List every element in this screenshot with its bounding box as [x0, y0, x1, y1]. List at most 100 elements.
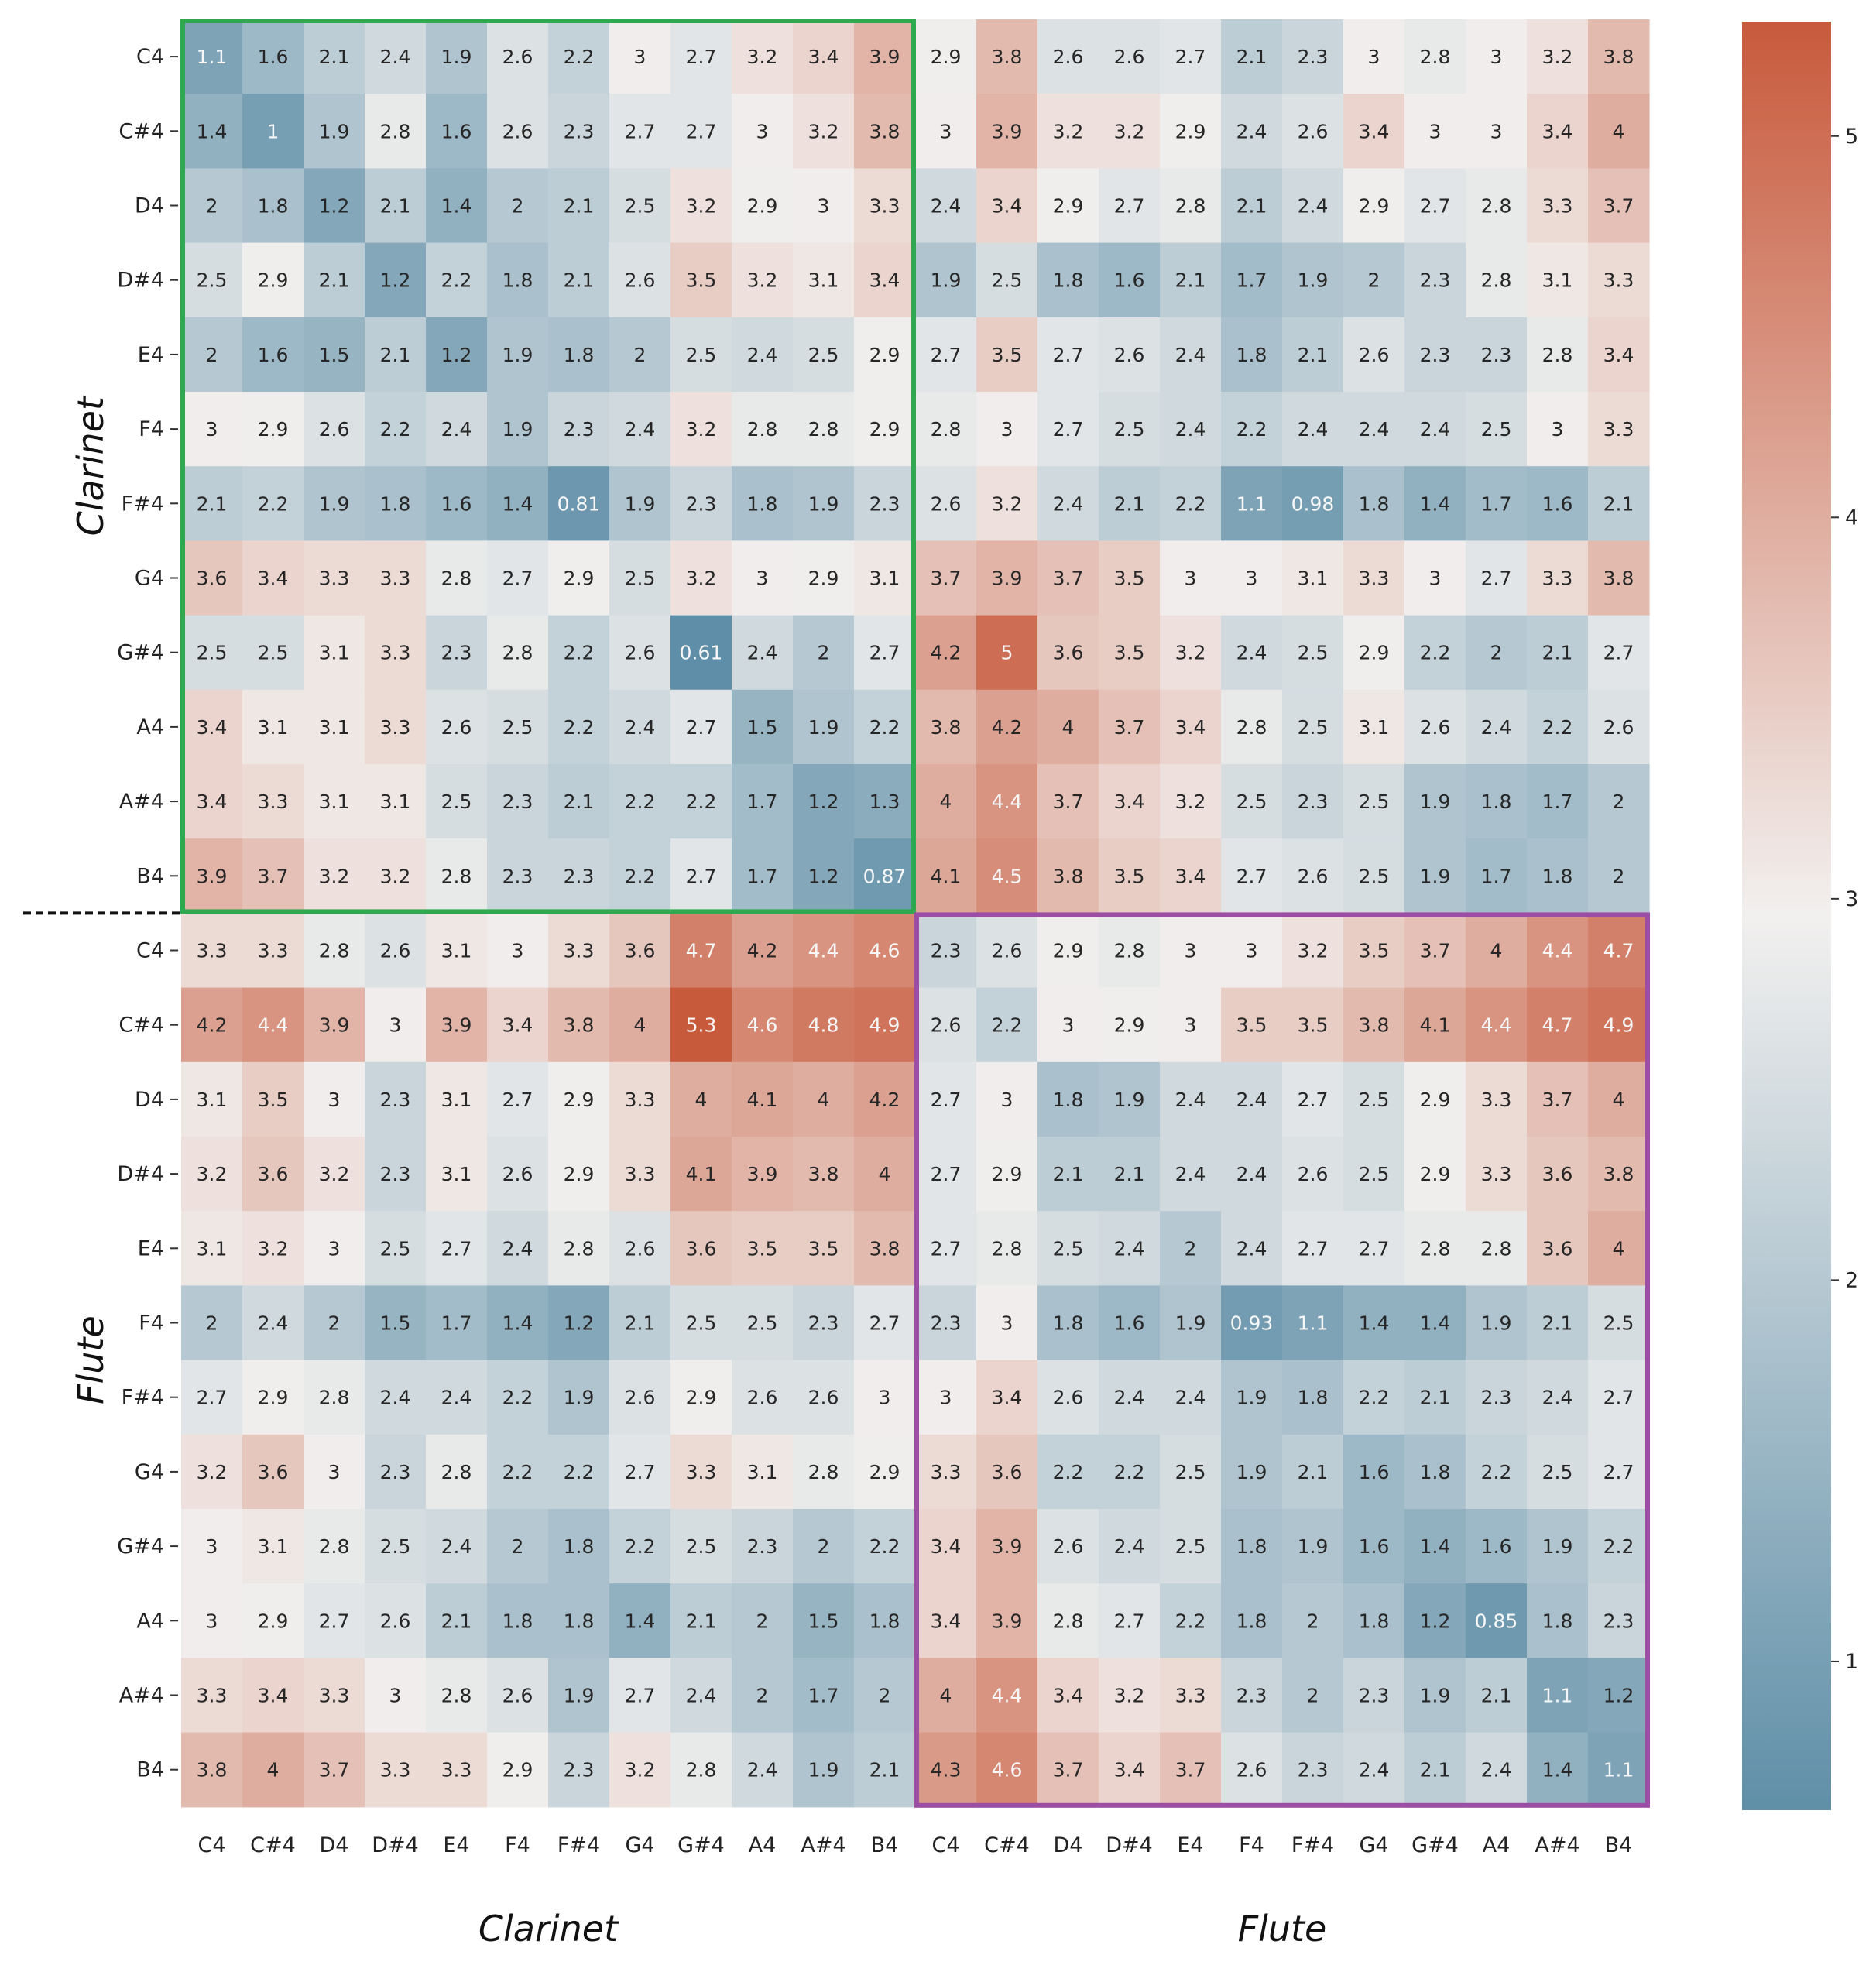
cell-value-label: 3.3 [197, 1685, 228, 1707]
heatmap-cell [1466, 1658, 1528, 1734]
colorbar-ticks: 1 2 3 4 5 [1831, 125, 1858, 1674]
heatmap-cell [1404, 1732, 1466, 1808]
cell-value-label: 1.7 [1542, 790, 1573, 813]
cell-value-label: 1.6 [1542, 492, 1573, 515]
cell-value-label: 2.9 [686, 1387, 717, 1409]
heatmap-cell [1160, 94, 1222, 169]
heatmap-cell [609, 615, 671, 691]
heatmap-cell [1160, 838, 1222, 914]
heatmap-cell [1037, 19, 1099, 94]
cell-value-label: 3.1 [1359, 716, 1390, 739]
heatmap-cell [609, 19, 671, 94]
cell-value-label: 3.8 [869, 120, 900, 142]
heatmap-cell [487, 168, 549, 244]
x-tick-label: F4 [505, 1833, 530, 1857]
heatmap-cell [732, 764, 794, 839]
cell-value-label: 2.5 [1603, 1312, 1634, 1335]
heatmap-cell [242, 466, 304, 541]
cell-value-label: 2.4 [1481, 716, 1512, 739]
cell-value-label: 2.6 [931, 1014, 962, 1037]
heatmap-cell [1221, 392, 1283, 467]
cell-value-label: 3.4 [931, 1535, 962, 1558]
cell-value-label: 3.8 [931, 716, 962, 739]
heatmap-cell [365, 168, 427, 244]
heatmap-cell [732, 689, 794, 765]
cell-value-label: 2.2 [1053, 1461, 1084, 1483]
x-group-label-clarinet: Clarinet [478, 1908, 619, 1950]
cell-value-label: 2.5 [380, 1237, 411, 1260]
cell-value-label: 2.9 [992, 1163, 1023, 1185]
cell-value-label: 2.7 [1603, 642, 1634, 664]
cell-value-label: 1.2 [441, 344, 472, 366]
heatmap-cell [242, 615, 304, 691]
y-tick-label: E4 [138, 343, 164, 367]
cell-value-label: 2.5 [686, 1312, 717, 1335]
heatmap-cell [1099, 540, 1161, 616]
cell-value-label: 2.7 [441, 1237, 472, 1260]
cell-value-label: 2.5 [1053, 1237, 1084, 1260]
cell-value-label: 1.6 [1481, 1535, 1512, 1558]
cell-value-label: 1.8 [1053, 269, 1084, 292]
heatmap-cell [793, 689, 855, 765]
heatmap-cell [1099, 1137, 1161, 1212]
cell-value-label: 3.8 [197, 1759, 228, 1782]
heatmap-cell [1160, 466, 1222, 541]
heatmap-cell [1099, 1061, 1161, 1137]
heatmap-cell [670, 1732, 732, 1808]
cell-value-label: 3.7 [1053, 790, 1084, 813]
heatmap-cell [365, 19, 427, 94]
heatmap-cell [426, 1137, 488, 1212]
y-tick-label: A#4 [119, 1684, 164, 1708]
heatmap-cell [1282, 838, 1344, 914]
cell-value-label: 1.8 [1542, 865, 1573, 887]
cell-value-label: 2.8 [1114, 940, 1145, 962]
cell-value-label: 3.4 [808, 46, 839, 68]
cell-value-label: 3.3 [1359, 568, 1390, 590]
heatmap-cell [915, 1061, 977, 1137]
heatmap-cell [242, 392, 304, 467]
cell-value-label: 4 [1613, 120, 1625, 142]
heatmap-cell [1282, 168, 1344, 244]
heatmap-cell [793, 1434, 855, 1510]
cell-value-label: 2.9 [502, 1759, 533, 1782]
cell-value-label: 3 [1185, 568, 1197, 590]
heatmap-cell [1527, 615, 1589, 691]
heatmap-cell [1404, 19, 1466, 94]
heatmap-cell [1404, 1360, 1466, 1435]
heatmap-cell [1221, 838, 1283, 914]
cell-value-label: 1.9 [1420, 790, 1451, 813]
flute-highlight-box [914, 912, 1650, 1808]
heatmap-cell [915, 466, 977, 541]
heatmap-cell [609, 1658, 671, 1734]
heatmap-cell [1037, 466, 1099, 541]
heatmap-cell [304, 987, 365, 1063]
cell-value-label: 2.6 [1298, 120, 1329, 142]
heatmap-cell [548, 168, 610, 244]
heatmap-cell [1404, 242, 1466, 318]
heatmap-cell [609, 540, 671, 616]
cell-value-label: 2.9 [1420, 1163, 1451, 1185]
cell-value-label: 2.9 [747, 195, 778, 218]
heatmap-cell [854, 615, 916, 691]
heatmap-cell [854, 1658, 916, 1734]
heatmap-cell [1527, 466, 1589, 541]
heatmap-cell [1221, 168, 1283, 244]
heatmap-cell [1160, 1211, 1222, 1286]
cell-value-label: 1.7 [441, 1312, 472, 1335]
heatmap-cell [1343, 1211, 1405, 1286]
heatmap-cell [1588, 466, 1650, 541]
cell-value-label: 1.6 [1114, 269, 1145, 292]
cell-value-label: 2.7 [1481, 568, 1512, 590]
cell-value-label: 2.6 [1053, 1387, 1084, 1409]
heatmap-cell-labels: 1.1 1.6 2.1 2.4 1.9 2.6 2.2 3 2.7 3.2 3.4 3.9 2.9 3.8… [197, 46, 1634, 1782]
heatmap-cell [1527, 540, 1589, 616]
cell-value-label: 2.9 [564, 568, 595, 590]
heatmap-cell [1466, 94, 1528, 169]
heatmap-cell [487, 615, 549, 691]
cell-value-label: 3 [1001, 1089, 1013, 1111]
cell-value-label: 1.2 [319, 195, 350, 218]
cell-value-label: 2.8 [1236, 716, 1267, 739]
heatmap-cell [1466, 1360, 1528, 1435]
heatmap-cell [1037, 1658, 1099, 1734]
